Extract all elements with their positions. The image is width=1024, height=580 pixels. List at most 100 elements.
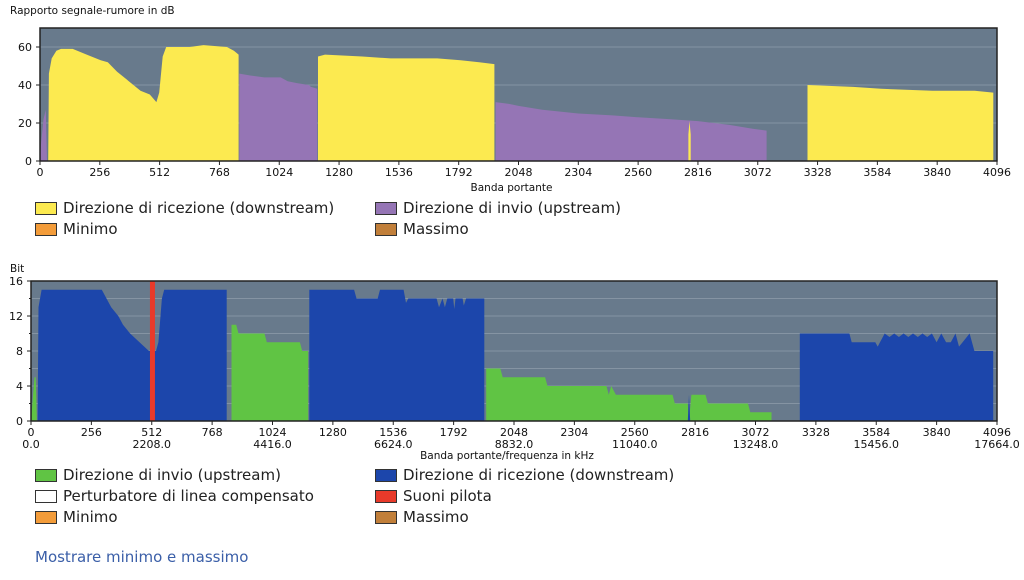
series-area-downstream [799, 333, 994, 421]
x-tick-label: 768 [202, 426, 223, 439]
y-tick-label: 0 [25, 155, 32, 168]
legend-swatch [375, 489, 397, 503]
x-tick-label: 3840 [923, 426, 951, 439]
series-area-downstream [37, 289, 227, 421]
legend-label: Direzione di ricezione (downstream) [63, 199, 335, 217]
x-tick-label: 3328 [804, 166, 832, 179]
legend-item: Direzione di ricezione (downstream) [375, 466, 674, 484]
pilot-tone-marker [149, 281, 155, 421]
x-tick-label: 1024 [265, 166, 293, 179]
legend-swatch [35, 510, 57, 524]
x-tick-label: 1024 [259, 426, 287, 439]
x-tick-label: 512 [149, 166, 170, 179]
x-tick-label: 0 [37, 166, 44, 179]
series-area-downstream [807, 85, 994, 161]
legend-item: Direzione di ricezione (downstream) [35, 199, 334, 217]
y-tick-label: 12 [9, 310, 23, 323]
x-freq-tick-label: 0.0 [22, 438, 40, 451]
x-tick-label: 4096 [983, 166, 1011, 179]
x-tick-label: 1280 [319, 426, 347, 439]
x-tick-label: 256 [81, 426, 102, 439]
x-tick-label: 3584 [862, 426, 890, 439]
series-area-downstream [318, 54, 495, 161]
series-area-downstream [309, 289, 485, 421]
x-axis-label: Banda portante [471, 182, 553, 194]
x-tick-label: 768 [209, 166, 230, 179]
legend-swatch [375, 468, 397, 482]
legend-swatch [35, 489, 57, 503]
x-tick-label: 3072 [742, 426, 770, 439]
y-tick-label: 16 [9, 275, 23, 288]
legend-item: Perturbatore di linea compensato [35, 487, 314, 505]
x-tick-label: 1536 [385, 166, 413, 179]
legend-label: Suoni pilota [403, 487, 492, 505]
y-tick-label: 0 [16, 415, 23, 428]
y-tick-label: 40 [18, 79, 32, 92]
series-area-upstream [486, 368, 772, 421]
x-freq-tick-label: 13248.0 [733, 438, 779, 451]
series-area-upstream [231, 324, 309, 421]
chart-title: Bit [10, 263, 24, 275]
legend-item: Suoni pilota [375, 487, 492, 505]
x-tick-label: 3840 [923, 166, 951, 179]
x-tick-label: 1792 [440, 426, 468, 439]
x-tick-label: 3584 [863, 166, 891, 179]
legend-label: Minimo [63, 220, 118, 238]
legend-label: Direzione di invio (upstream) [403, 199, 621, 217]
x-tick-label: 2816 [681, 426, 709, 439]
chart-title: Rapporto segnale-rumore in dB [10, 5, 175, 17]
legend-item: Minimo [35, 220, 118, 238]
x-tick-label: 0 [28, 426, 35, 439]
x-tick-label: 2048 [505, 166, 533, 179]
series-area-downstream [688, 121, 691, 161]
legend-swatch [35, 468, 57, 482]
x-freq-tick-label: 8832.0 [495, 438, 534, 451]
x-tick-label: 3328 [802, 426, 830, 439]
x-tick-label: 2560 [624, 166, 652, 179]
x-tick-label: 2560 [621, 426, 649, 439]
legend-label: Massimo [403, 220, 469, 238]
legend-label: Minimo [63, 508, 118, 526]
legend-label: Direzione di ricezione (downstream) [403, 466, 675, 484]
legend-swatch [375, 510, 397, 524]
x-freq-tick-label: 11040.0 [612, 438, 658, 451]
y-tick-label: 4 [16, 380, 23, 393]
legend-item: Massimo [375, 508, 469, 526]
x-tick-label: 2304 [560, 426, 588, 439]
x-freq-tick-label: 15456.0 [854, 438, 900, 451]
legend-item: Direzione di invio (upstream) [35, 466, 281, 484]
x-freq-tick-label: 4416.0 [253, 438, 292, 451]
series-area-upstream [495, 102, 767, 161]
series-area-upstream [31, 377, 37, 421]
series-area-downstream [687, 394, 691, 421]
x-tick-label: 512 [141, 426, 162, 439]
legend-label: Perturbatore di linea compensato [63, 487, 314, 505]
legend-item: Minimo [35, 508, 118, 526]
x-tick-label: 3072 [744, 166, 772, 179]
legend-swatch [375, 222, 397, 236]
legend-label: Massimo [403, 508, 469, 526]
x-tick-label: 256 [89, 166, 110, 179]
legend-item: Massimo [375, 220, 469, 238]
y-tick-label: 20 [18, 117, 32, 130]
y-tick-label: 8 [16, 345, 23, 358]
x-tick-label: 1280 [325, 166, 353, 179]
y-tick-label: 60 [18, 41, 32, 54]
legend-swatch [35, 222, 57, 236]
series-area-upstream [40, 109, 47, 161]
x-tick-label: 4096 [983, 426, 1011, 439]
x-freq-tick-label: 2208.0 [133, 438, 172, 451]
x-tick-label: 2304 [564, 166, 592, 179]
x-axis-label: Banda portante/frequenza in kHz [420, 450, 594, 462]
x-tick-label: 1792 [445, 166, 473, 179]
x-tick-label: 2816 [684, 166, 712, 179]
legend-swatch [35, 201, 57, 215]
x-tick-label: 2048 [500, 426, 528, 439]
legend-item: Direzione di invio (upstream) [375, 199, 621, 217]
series-area-downstream [48, 45, 239, 161]
legend-label: Direzione di invio (upstream) [63, 466, 281, 484]
series-area-upstream [239, 73, 318, 161]
x-freq-tick-label: 17664.0 [974, 438, 1020, 451]
show-min-max-link[interactable]: Mostrare minimo e massimo [35, 548, 249, 566]
